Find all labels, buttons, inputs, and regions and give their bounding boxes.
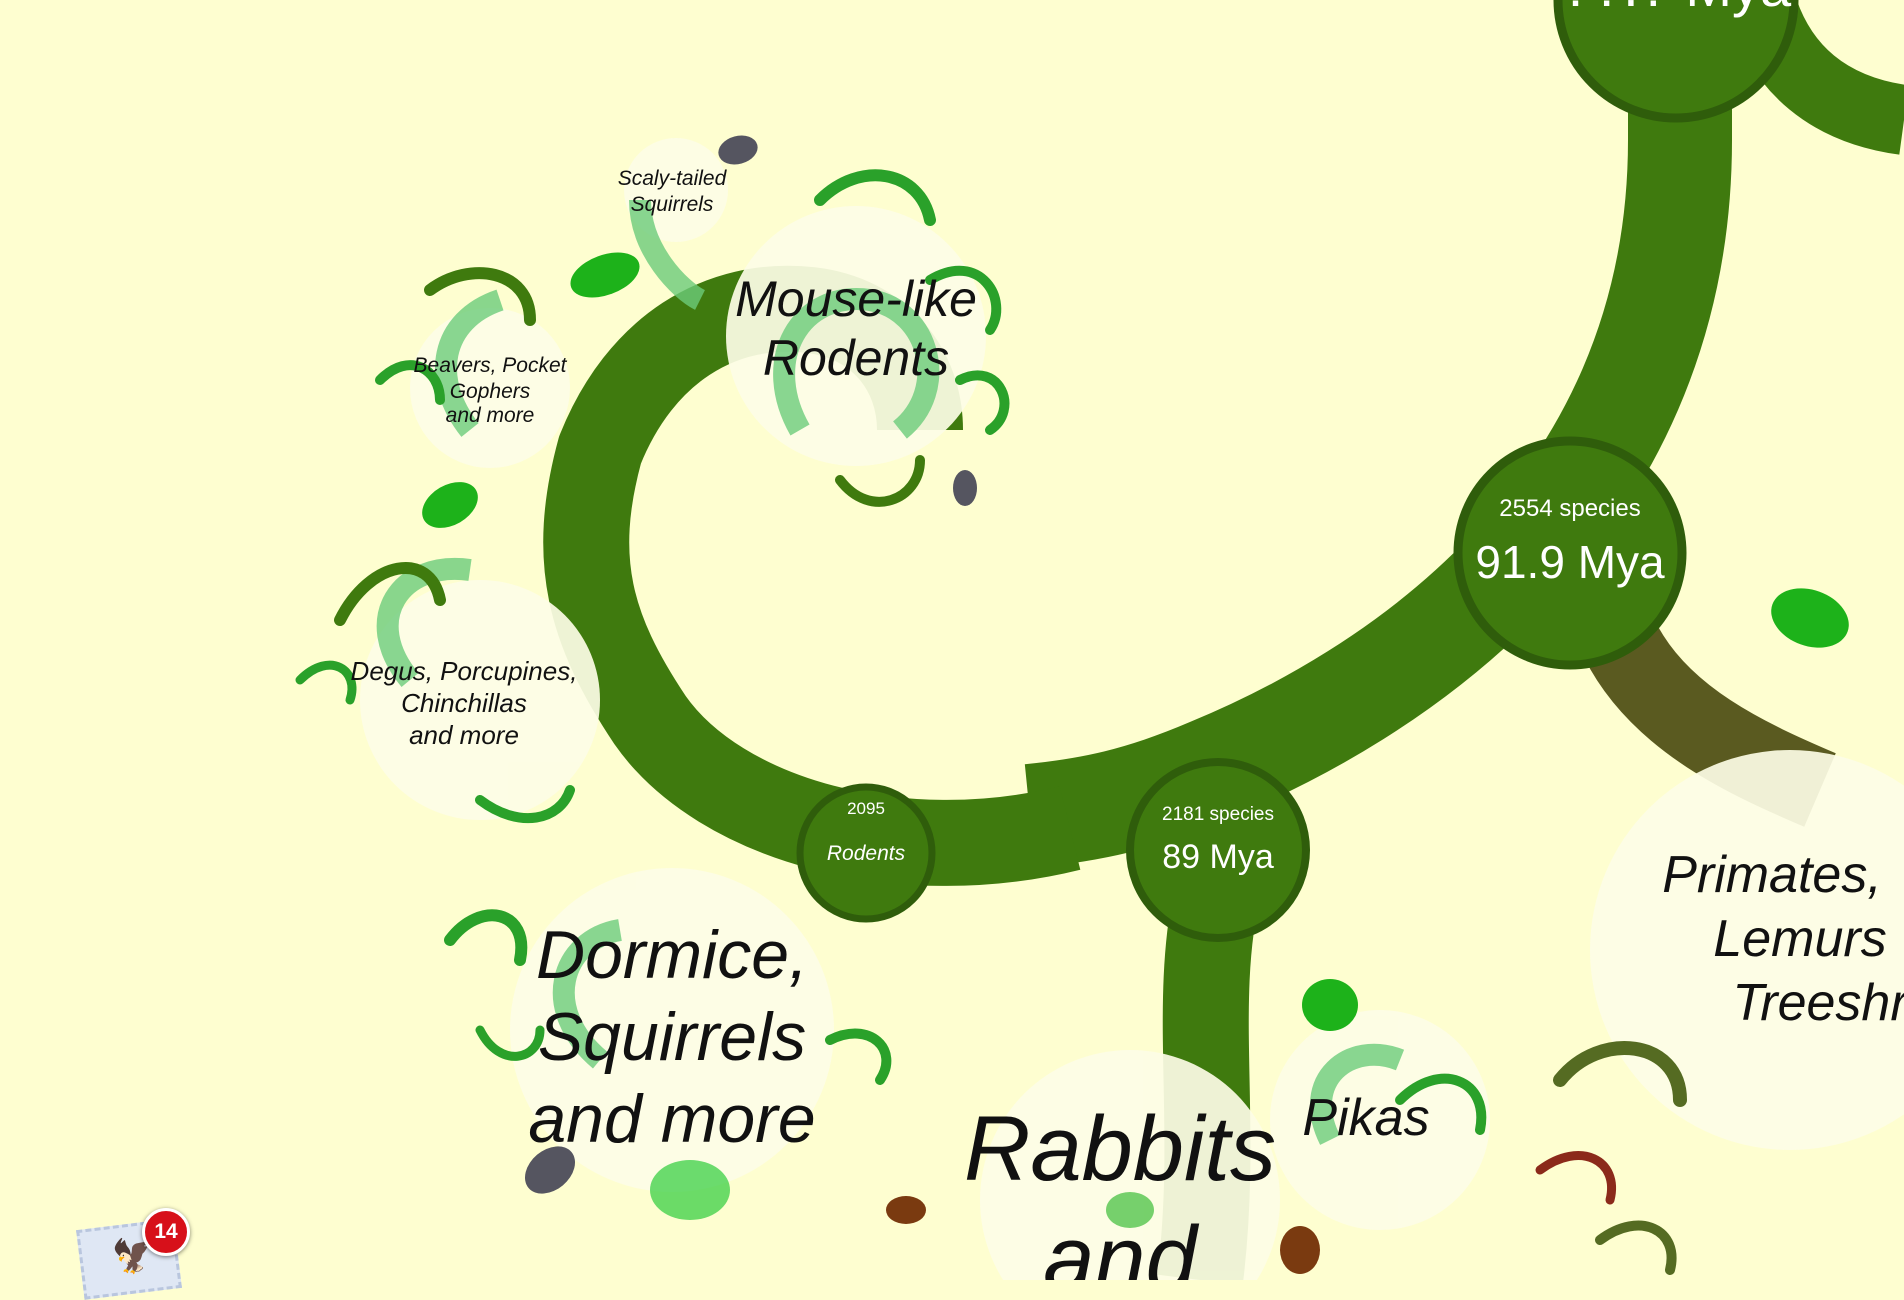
label-line: Chinchillas [401,688,527,718]
node-age: 89 Mya [1162,838,1274,876]
label-line: Mouse-like [735,271,977,327]
node-species-count: 2095 [847,799,885,818]
label-line: Pikas [1302,1089,1429,1147]
unread-badge: 14 [142,1208,190,1256]
label-line: Squirrels [631,193,714,216]
label-line: Primates, [1662,846,1882,904]
sub-branches [376,199,1405,1145]
node-species-count: 2181 species [1162,804,1274,825]
label-degus[interactable]: Degus, Porcupines, Chinchillas and more [351,656,578,750]
node-2554[interactable]: 2554 species 91.9 Mya [1453,436,1687,670]
node-name: Rodents [827,842,906,865]
label-line: Lemurs [1713,910,1886,968]
label-line: Degus, Porcupines, [351,656,578,686]
label-line: and more [528,1081,815,1157]
node-top[interactable] [1553,0,1799,123]
leaves [422,135,1849,1274]
label-pikas[interactable]: Pikas [1302,1089,1429,1147]
label-dormice[interactable]: Dormice, Squirrels and more [528,917,815,1157]
label-line: Treeshr [1732,974,1904,1032]
trunk-branch [1024,0,1732,868]
minor-subtrees [295,169,1687,1275]
label-mouse-like-rodents[interactable]: Mouse-like Rodents [735,271,977,386]
node-2181[interactable]: 2181 species 89 Mya [1126,758,1310,942]
mail-dock-icon[interactable]: 🦅 14 [74,1206,194,1300]
node-rodents[interactable]: 2095 Rodents [796,783,936,923]
label-line: Gophers [450,380,531,403]
label-line: and more [409,720,519,750]
node-age: ??.? Mya [1561,0,1792,18]
node-species-count: 2554 species [1499,495,1640,522]
label-scaly-tailed-squirrels[interactable]: Scaly-tailed Squirrels [618,167,728,216]
label-line: Beavers, Pocket [414,354,568,377]
label-line: and [1043,1208,1199,1280]
label-beavers[interactable]: Beavers, Pocket Gophers and more [414,354,568,427]
label-line: Dormice, [536,917,808,993]
label-line: Squirrels [538,999,806,1075]
node-age: 91.9 Mya [1475,536,1665,588]
label-line: Rabbits [964,1098,1276,1200]
label-line: Rodents [763,330,949,386]
label-line: and more [446,404,535,427]
label-primates[interactable]: Primates, Lemurs Treeshr [1662,846,1904,1032]
label-line: Scaly-tailed [618,167,728,190]
label-rabbits[interactable]: Rabbits and [964,1098,1276,1280]
